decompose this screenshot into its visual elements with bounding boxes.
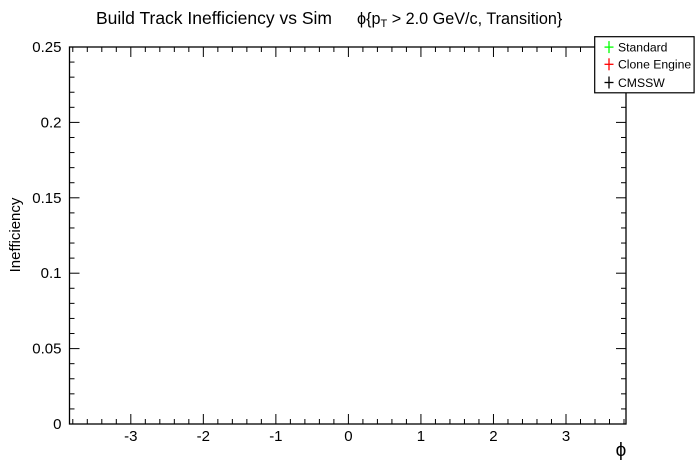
svg-text:Clone Engine: Clone Engine	[618, 58, 691, 72]
svg-text:0.05: 0.05	[32, 341, 61, 358]
svg-text:0.25: 0.25	[32, 39, 61, 56]
svg-text:CMSSW: CMSSW	[618, 76, 665, 90]
svg-text:-1: -1	[269, 428, 282, 445]
svg-text:ϕ: ϕ	[616, 440, 627, 461]
svg-text:Standard: Standard	[618, 41, 667, 55]
svg-text:0.1: 0.1	[41, 265, 62, 282]
svg-text:1: 1	[417, 428, 425, 445]
svg-text:Inefficiency: Inefficiency	[7, 197, 24, 272]
svg-text:Build Track Inefficiency vs Si: Build Track Inefficiency vs Sim	[96, 8, 332, 28]
svg-text:-3: -3	[124, 428, 137, 445]
svg-text:0.15: 0.15	[32, 190, 61, 207]
svg-text:0: 0	[344, 428, 352, 445]
svg-text:0.2: 0.2	[41, 114, 62, 131]
svg-text:0: 0	[53, 416, 61, 433]
svg-text:2: 2	[489, 428, 497, 445]
svg-text:ϕ{pT > 2.0 GeV/c, Transition}: ϕ{pT > 2.0 GeV/c, Transition}	[357, 10, 563, 30]
svg-text:3: 3	[562, 428, 570, 445]
svg-text:-2: -2	[197, 428, 210, 445]
